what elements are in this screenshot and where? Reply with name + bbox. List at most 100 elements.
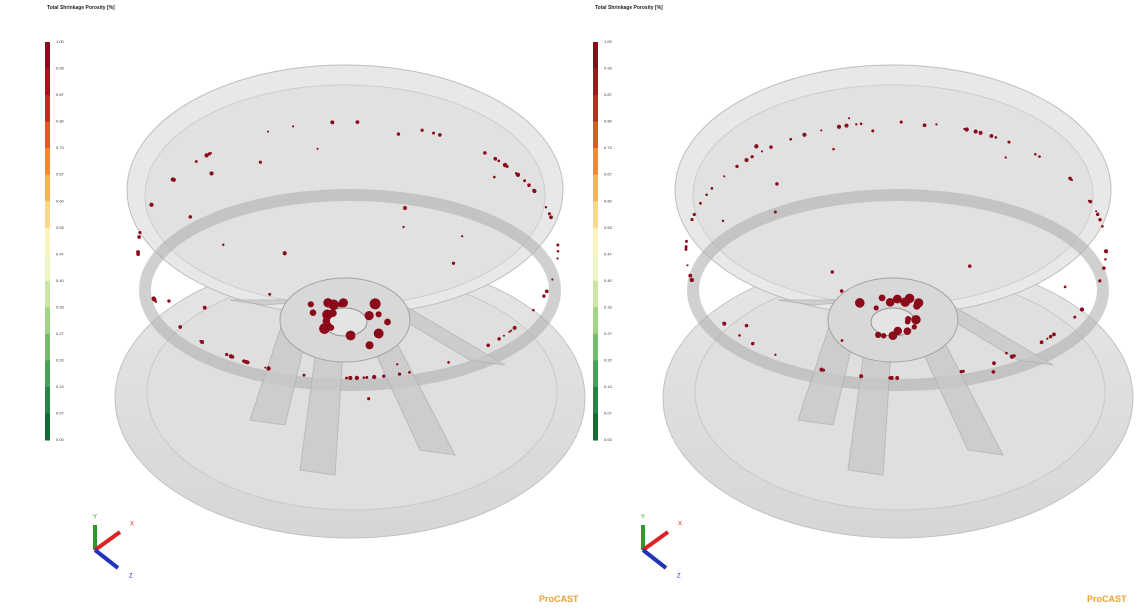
colorbar-label: 0.67 [604, 172, 613, 177]
porosity-dot [367, 397, 370, 400]
porosity-dot [231, 355, 235, 359]
porosity-dot [690, 218, 693, 221]
porosity-dot [911, 315, 920, 324]
brand-label: ProCAST [539, 594, 579, 604]
porosity-dot [905, 294, 915, 304]
colorbar-label: 0.53 [56, 225, 65, 230]
porosity-dot [483, 151, 487, 155]
porosity-dot [1095, 210, 1097, 212]
porosity-dot [686, 264, 688, 266]
porosity-dot [822, 369, 825, 372]
colorbar-segment [45, 175, 50, 202]
porosity-dot [888, 376, 891, 379]
colorbar-segment [45, 122, 50, 149]
porosity-dot [513, 326, 517, 330]
porosity-dot [774, 210, 777, 213]
porosity-dot [330, 120, 334, 124]
colorbar-segment [45, 360, 50, 387]
porosity-dot [328, 324, 334, 330]
porosity-dot [515, 172, 518, 175]
porosity-dot [895, 376, 899, 380]
porosity-dot [374, 329, 384, 339]
colorbar-segment [593, 201, 598, 228]
porosity-dot [1096, 213, 1099, 216]
porosity-dot [355, 376, 359, 380]
porosity-dot [879, 294, 886, 301]
axis-label-x: X [678, 522, 682, 528]
porosity-dot [1049, 335, 1053, 339]
colorbar-label: 0.73 [604, 145, 613, 150]
porosity-dot [557, 250, 560, 253]
colorbar-segment [45, 42, 50, 69]
porosity-dot [268, 293, 271, 296]
porosity-dot [432, 132, 435, 135]
axis-label-z: Z [129, 574, 133, 580]
porosity-dot [735, 165, 738, 168]
porosity-dot [989, 134, 993, 138]
porosity-dot [408, 371, 411, 374]
porosity-dot [362, 376, 365, 379]
porosity-dot [751, 155, 754, 158]
porosity-dot [1046, 338, 1048, 340]
porosity-dot [841, 339, 844, 342]
porosity-dot [497, 159, 500, 162]
colorbar-segment [593, 307, 598, 334]
porosity-dot [267, 131, 269, 133]
colorbar-segment [45, 201, 50, 228]
porosity-dot [486, 343, 490, 347]
colorbar-segment [593, 175, 598, 202]
porosity-dot [398, 372, 401, 375]
colorbar-segment [593, 334, 598, 361]
porosity-dot [1034, 153, 1036, 155]
porosity-dot [171, 177, 175, 181]
wheel-model [115, 65, 585, 538]
porosity-dot [848, 117, 850, 119]
porosity-dot [376, 311, 382, 317]
porosity-dot [1052, 332, 1056, 336]
porosity-dot [685, 240, 688, 243]
porosity-dot [844, 124, 848, 128]
porosity-dot [461, 235, 463, 237]
porosity-dot [316, 148, 318, 150]
porosity-dot [754, 144, 758, 148]
porosity-dot [382, 374, 385, 377]
porosity-dot [923, 123, 927, 127]
colorbar-label: 0.47 [56, 251, 65, 256]
porosity-dot [370, 298, 381, 309]
porosity-dot [208, 152, 211, 155]
porosity-dot [310, 309, 317, 316]
porosity-dot [137, 235, 141, 239]
porosity-dot [302, 374, 305, 377]
porosity-dot [345, 377, 348, 380]
porosity-dot [913, 302, 920, 309]
screen: Total Shrinkage Porosity [%]1.000.930.87… [0, 0, 1137, 614]
porosity-dot [705, 193, 708, 196]
porosity-dot [225, 353, 228, 356]
porosity-dot [1010, 354, 1014, 358]
porosity-dot [452, 262, 455, 265]
porosity-dot [1073, 316, 1076, 319]
porosity-dot [178, 325, 182, 329]
porosity-dot [222, 244, 224, 246]
colorbar-label: 0.07 [56, 411, 65, 416]
porosity-dot [688, 274, 692, 278]
axis-label-x: X [130, 522, 134, 528]
porosity-dot [894, 327, 902, 335]
porosity-dot [497, 337, 500, 340]
colorbar-label: 0.13 [604, 384, 613, 389]
porosity-dot [210, 171, 214, 175]
porosity-dot [1005, 156, 1007, 158]
porosity-dot [1104, 249, 1108, 253]
porosity-dot [711, 187, 714, 190]
porosity-dot [690, 278, 694, 282]
colorbar-label: 0.27 [56, 331, 65, 336]
porosity-dot [1071, 179, 1073, 181]
axis-z [95, 550, 118, 568]
porosity-dot [769, 145, 773, 149]
colorbar-segment [45, 334, 50, 361]
colorbar-label: 0.27 [604, 331, 613, 336]
porosity-dot [149, 203, 153, 207]
porosity-dot [1101, 225, 1104, 228]
axis-label-z: Z [677, 574, 681, 580]
colorbar-label: 0.00 [604, 437, 613, 442]
